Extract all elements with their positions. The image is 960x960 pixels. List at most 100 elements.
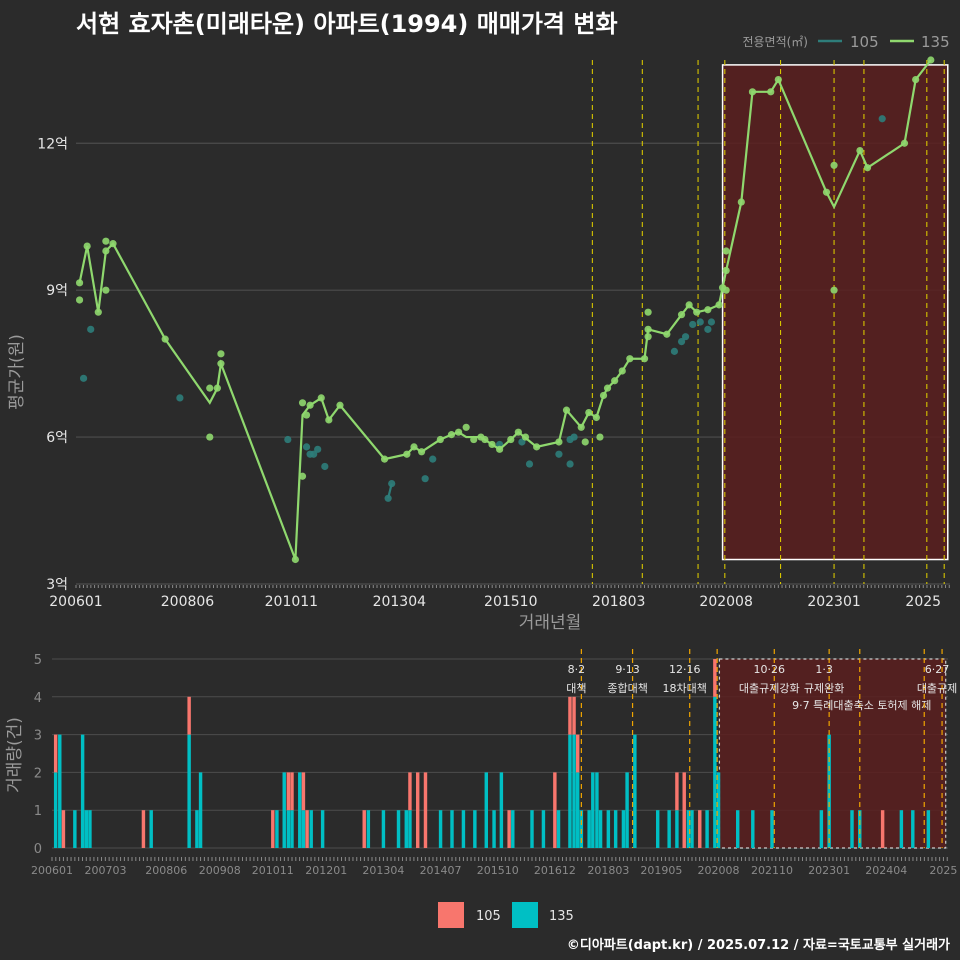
y-tick-label: 1 <box>34 804 42 819</box>
price-line-chart: 3억 6억 9억 12억 200601 200806 201011 201304 201510 2… <box>7 33 950 633</box>
x-tick-label: 200908 <box>199 864 241 877</box>
x-tick-label: 202008 <box>698 864 740 877</box>
point-135 <box>581 438 589 446</box>
bar-135 <box>572 734 576 848</box>
point-105 <box>878 115 886 123</box>
bar-135 <box>625 772 629 848</box>
x-tick-label: 201304 <box>373 594 427 610</box>
bar-105 <box>880 810 885 848</box>
x-tick-label: 201011 <box>265 594 318 610</box>
bar-135 <box>492 810 496 848</box>
bar-105 <box>286 772 291 811</box>
bar-135 <box>576 772 580 848</box>
series-line-105 <box>387 483 393 499</box>
y-tick-label: 3억 <box>46 577 68 593</box>
bar-135 <box>656 810 660 848</box>
policy-date: 6·27 <box>925 663 950 676</box>
bar-135 <box>716 772 721 848</box>
bar-135 <box>827 734 831 848</box>
x-tick-label: 201011 <box>252 864 294 877</box>
legend-label-105: 105 <box>476 909 501 924</box>
x-tick-label: 201803 <box>592 594 645 610</box>
bar-135 <box>195 810 199 848</box>
y-tick-label: 5 <box>34 653 42 668</box>
bar-135 <box>320 810 325 848</box>
point-105 <box>525 460 534 468</box>
y-tick-label: 0 <box>34 842 42 857</box>
bar-105 <box>572 696 576 735</box>
bar-135 <box>587 810 591 848</box>
bar-135 <box>461 810 466 848</box>
legend-title: 전용면적(㎡) <box>742 35 808 49</box>
point-105 <box>555 450 563 458</box>
bar-135 <box>899 810 904 848</box>
point-135 <box>596 433 604 441</box>
point-135 <box>217 350 225 358</box>
policy-date: 12·16 <box>669 663 701 676</box>
x-tick-label: 202008 <box>699 594 752 610</box>
point-105 <box>570 433 578 441</box>
point-105 <box>314 445 322 453</box>
x-tick-label: 200601 <box>31 864 73 877</box>
point-135 <box>206 433 214 441</box>
bar-135 <box>686 810 691 848</box>
x-tick-label: 200806 <box>145 864 187 877</box>
policy-label: 18차대책 <box>663 682 707 695</box>
bar-135 <box>450 810 454 848</box>
bar-135 <box>404 810 408 848</box>
point-105 <box>79 374 88 382</box>
x-axis-title: 거래년월 <box>519 613 582 633</box>
point-135 <box>298 399 307 407</box>
y-axis-title: 평균가(원) <box>7 334 27 410</box>
highlight-box <box>721 64 949 561</box>
bar-135 <box>88 810 92 848</box>
bar-135 <box>633 734 637 848</box>
point-135 <box>830 286 838 294</box>
y-tick-label: 6억 <box>46 430 68 446</box>
bar-135 <box>484 772 488 848</box>
point-105 <box>87 325 95 333</box>
bar-135 <box>73 810 77 848</box>
y-axis-title: 거래량(건) <box>5 717 25 793</box>
bar-105 <box>576 734 580 773</box>
policy-label: 대출규제 <box>917 682 957 695</box>
x-tick-label: 201201 <box>305 864 347 877</box>
point-105 <box>310 450 318 458</box>
point-135 <box>75 296 84 304</box>
bar-135 <box>530 810 534 848</box>
policy-label: 규제완화 <box>804 682 844 695</box>
bar-105 <box>305 810 309 848</box>
bar-135 <box>911 810 915 848</box>
point-105 <box>321 462 329 471</box>
bar-105 <box>568 696 572 735</box>
x-tick-label: 201407 <box>420 864 462 877</box>
highlight-box <box>718 658 947 849</box>
bar-105 <box>408 772 412 811</box>
bar-135 <box>819 810 824 848</box>
bar-105 <box>362 810 366 848</box>
bar-135 <box>80 734 85 848</box>
y-tick-label: 2 <box>34 766 42 781</box>
x-tick-label: 202110 <box>751 864 793 877</box>
bar-135 <box>149 810 153 848</box>
bar-105 <box>682 772 686 848</box>
bar-135 <box>690 810 694 848</box>
bar-105 <box>713 659 717 697</box>
bar-135 <box>198 772 203 848</box>
point-105 <box>696 318 704 326</box>
bar-135 <box>396 810 401 848</box>
point-105 <box>284 435 292 444</box>
point-135 <box>298 472 307 480</box>
bar-105 <box>301 772 306 811</box>
policy-label: 종합대책 <box>607 682 647 695</box>
point-135 <box>722 286 730 294</box>
source-caption: ©디아파트(dapt.kr) / 2025.07.12 / 자료=국토교통부 실… <box>566 938 950 953</box>
bar-105 <box>141 810 146 848</box>
point-105 <box>704 325 712 333</box>
x-tick-label: 202301 <box>807 594 860 610</box>
x-tick-label: 201304 <box>362 864 404 877</box>
bar-135 <box>598 810 603 848</box>
bar-135 <box>282 772 286 848</box>
point-105 <box>681 333 690 341</box>
bar-105 <box>271 810 275 848</box>
